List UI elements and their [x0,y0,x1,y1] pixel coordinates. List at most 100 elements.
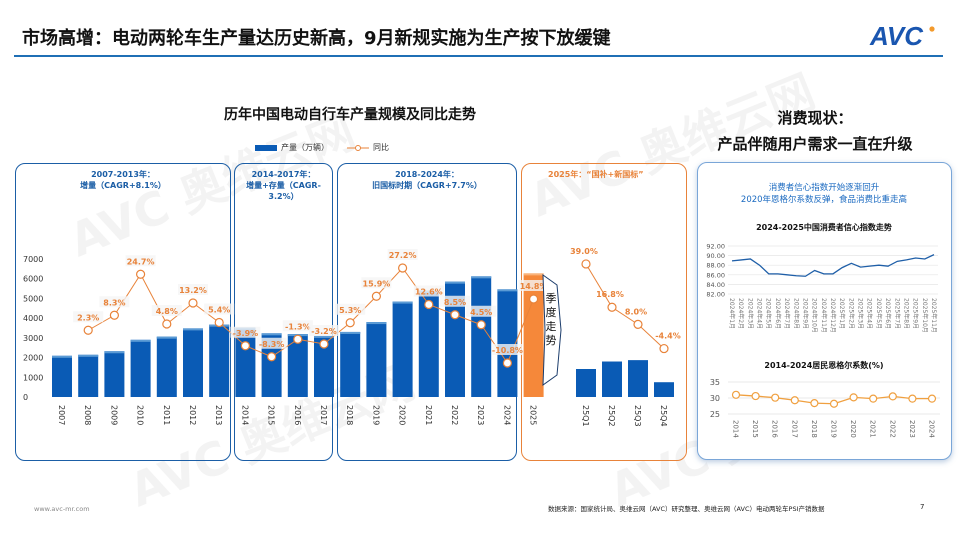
x-tick-label: 2011 [162,405,171,425]
y-tick-label: 6000 [23,275,43,284]
engel-marker [810,399,819,408]
engel-marker [751,391,760,401]
engel-marker [849,393,858,402]
yoy-marker [136,269,146,279]
bar-production [235,327,256,397]
x-tick-label: 25Q1 [581,405,590,427]
main-chart-legend: 产量（万辆） 同比 [255,142,389,153]
right-heading-line2: 产品伴随用户需求一直在升级 [717,135,913,153]
label-bg [335,303,366,315]
x-tick-label: 2025 [529,405,538,425]
yoy-marker [188,298,198,308]
x-tick-label: 2008 [83,405,92,425]
yoy-data-label: 5.4% [208,306,230,315]
yoy-marker [240,341,250,351]
x-tick-label: 2023 [908,420,916,438]
y-tick-label: 88.00 [706,262,725,270]
y-tick-label: 5000 [23,294,43,303]
x-tick-label: 2025年11月 [930,298,938,333]
cci-line [731,254,935,277]
quarterly-yoy-line [585,263,665,349]
x-tick-label: 2024年9月 [801,298,809,329]
legend-bar-label: 产量（万辆） [281,143,329,152]
x-tick-label: 2019 [371,405,380,425]
bar-top-highlight [130,339,151,342]
yoy-marker [450,310,460,320]
y-tick-label: 4000 [23,314,43,323]
yoy-marker [293,334,303,344]
bar-production [52,355,72,397]
yoy-data-label: 12.6% [415,288,443,297]
quarterly-yoy-label: 16.8% [596,290,624,299]
y-tick-label: 7000 [23,255,43,264]
y-tick-label: 30 [710,394,720,403]
x-tick-label: 2013 [214,405,223,425]
x-tick-label: 2025年2月 [847,298,855,329]
legend-bar-swatch [255,144,277,151]
quarterly-yoy-label: -4.4% [655,332,681,341]
x-tick-label: 2025年3月 [857,298,865,329]
x-tick-label: 2025年9月 [912,298,920,329]
yoy-data-label: 15.9% [363,279,391,288]
label-bg [361,277,392,289]
right-panel-heading: 消费现状： 产品伴随用户需求一直在升级 [700,105,930,157]
label-bg [440,295,470,307]
arrow-label-char: 走 [546,320,557,333]
bar-production [523,273,544,397]
bar-top-highlight [471,276,492,279]
legend-line-swatch [347,143,369,153]
quarterly-yoy-marker [633,319,643,329]
y-tick-label: 1000 [23,373,43,382]
yoy-marker [319,339,329,349]
title-divider [14,55,943,57]
quarterly-yoy-marker [581,259,591,269]
footer-url[interactable]: www.avc-mr.com [34,505,90,513]
period-label: 2007-2013年： 增量（CAGR+8.1%） [80,170,166,190]
x-tick-label: 2015 [267,405,276,425]
x-tick-label: 2017 [790,420,798,438]
bar-top-highlight [523,273,544,276]
yoy-data-label: 8.3% [103,298,125,307]
page-title: 市场高增：电动两轮车生产量达历史新高，9月新规实施为生产按下放缓键 [22,28,611,49]
bar-production [209,324,230,397]
bar-production [497,289,518,397]
x-tick-label: 2015 [751,420,759,438]
yoy-data-label: -3.2% [311,327,337,336]
cci-chart-title: 2024-2025中国消费者信心指数走势 [756,223,892,232]
engel-marker [790,396,799,405]
y-tick-label: 2000 [23,354,43,363]
x-tick-label: 2024年7月 [783,298,791,329]
yoy-marker [424,299,434,310]
x-tick-label: 25Q2 [607,405,616,427]
bar-quarterly [654,382,674,397]
y-tick-label: 35 [710,378,720,387]
bar-production [130,339,151,397]
x-tick-label: 25Q3 [633,405,642,427]
engel-marker [908,394,917,403]
x-tick-label: 2014 [240,405,249,425]
x-tick-label: 2022 [450,405,459,425]
x-tick-label: 2024年8月 [792,298,800,329]
period-label: 2014-2017年： 增量+存量（CAGR-3.2%） [246,170,321,201]
bar-top-highlight [52,355,72,358]
x-tick-label: 25Q4 [659,405,668,427]
yoy-data-label: -8.3% [259,340,285,349]
label-bg [178,284,208,295]
x-tick-label: 2024年12月 [829,298,837,333]
label-bg [73,311,104,323]
bar-production [366,322,387,397]
bar-production [78,354,99,397]
x-tick-label: 2023 [476,405,485,425]
x-tick-label: 2022 [888,420,896,438]
arrow-label-char: 度 [546,305,557,319]
bar-production [445,281,465,397]
x-tick-label: 2021 [869,420,877,438]
engel-marker [869,394,878,403]
label-bg [230,326,261,338]
x-tick-label: 2018 [345,405,354,425]
yoy-data-label: 8.5% [444,298,466,307]
quarterly-yoy-marker [659,343,669,354]
engel-chart-title: 2014-2024居民恩格尔系数(%) [764,361,884,370]
period-label: 2018-2024年： 旧国标时期（CAGR+7.7%） [372,170,482,190]
engel-marker [888,392,897,401]
